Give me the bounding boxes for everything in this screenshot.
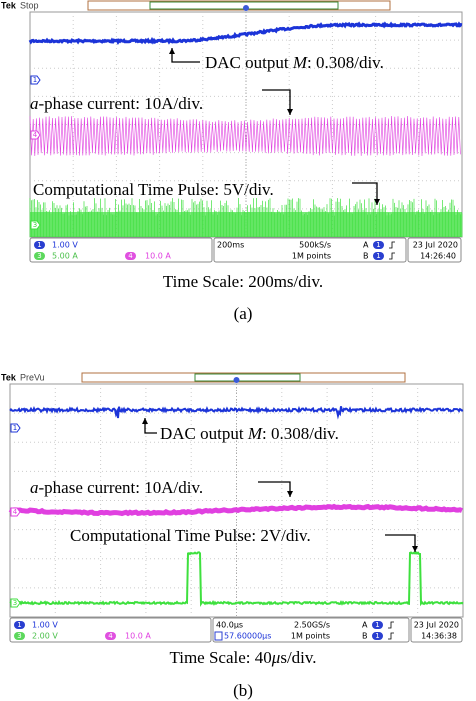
- panel-label: (b): [233, 681, 253, 700]
- channel-number: 1: [33, 76, 37, 84]
- timebase: 200ms: [217, 241, 244, 250]
- channel-pill-label: 4: [128, 252, 133, 260]
- channel-pill-label: 3: [17, 632, 21, 640]
- text-part: -phase current: 10A/div.: [39, 478, 204, 497]
- channel-pill-label: 1: [376, 241, 380, 249]
- caption: Time Scale: 200ms/div.: [163, 272, 323, 291]
- channel-pill-label: 1: [375, 632, 379, 640]
- channel-scale: 5.00 A: [52, 252, 78, 261]
- channel-scale: 1.00 V: [32, 621, 58, 630]
- panel-label: (a): [234, 304, 253, 323]
- text-part: a: [30, 478, 39, 497]
- scope-state: Stop: [20, 0, 39, 10]
- brand: Tek: [1, 372, 17, 382]
- channel-scale: 2.00 V: [32, 632, 58, 641]
- channel-pill-label: 1: [375, 621, 379, 629]
- trigger-marker: [243, 5, 249, 11]
- channel-number: 1: [13, 424, 17, 432]
- channel-scale: 10.0 A: [125, 632, 151, 641]
- channel-scale: 1.00 V: [52, 241, 78, 250]
- date: 23 Jul 2020: [414, 621, 459, 630]
- text-part: DAC output: [205, 53, 293, 72]
- channel-number: 4: [33, 131, 38, 139]
- annotation: a-phase current: 10A/div.: [30, 478, 203, 497]
- channel-pill-label: 4: [108, 632, 113, 640]
- delay: 57.60000μs: [224, 632, 271, 641]
- time: 14:36:38: [421, 632, 457, 641]
- text-part: : 0.308/div.: [262, 424, 339, 443]
- annotation: a-phase current: 10A/div.: [30, 94, 203, 113]
- channel-number: 3: [13, 599, 17, 607]
- text-part: Time Scale: 200ms/div.: [163, 272, 323, 291]
- trigger-marker: [234, 377, 240, 383]
- channel-pill-label: 1: [37, 241, 41, 249]
- record-length: 1M points: [292, 252, 331, 261]
- text-part: Time Scale: 40: [169, 648, 271, 667]
- date: 23 Jul 2020: [413, 241, 458, 250]
- text-part: M: [292, 53, 308, 72]
- text-part: : 0.308/div.: [307, 53, 384, 72]
- record-window: [195, 374, 300, 381]
- channel-number: 3: [33, 221, 37, 229]
- scope-state: PreVu: [20, 372, 45, 382]
- channel-scale: 10.0 A: [145, 252, 171, 261]
- time: 14:26:40: [420, 252, 456, 261]
- annotation: Computational Time Pulse: 2V/div.: [70, 526, 311, 545]
- sample-rate: 2.50GS/s: [294, 621, 330, 630]
- text-part: a: [30, 94, 39, 113]
- figure: TekStop143DAC output M: 0.308/div.a-phas…: [0, 0, 476, 701]
- text-part: Computational Time Pulse: 5V/div.: [33, 180, 274, 199]
- channel-pill-label: 3: [37, 252, 41, 260]
- text-part: DAC output: [160, 424, 248, 443]
- text-part: Computational Time Pulse: 2V/div.: [70, 526, 311, 545]
- annotation: DAC output M: 0.308/div.: [205, 53, 384, 72]
- channel-pill-label: 1: [17, 621, 21, 629]
- brand: Tek: [1, 0, 17, 10]
- channel-pill-label: 1: [376, 252, 380, 260]
- sample-rate: 500kS/s: [299, 241, 331, 250]
- text-part: -phase current: 10A/div.: [39, 94, 204, 113]
- annotation: Computational Time Pulse: 5V/div.: [33, 180, 274, 199]
- channel-number: 4: [13, 508, 18, 516]
- text-part: μ: [271, 648, 281, 667]
- timebase: 40.0μs: [216, 621, 243, 630]
- annotation: DAC output M: 0.308/div.: [160, 424, 339, 443]
- trigger-label: A: [363, 241, 369, 250]
- text-part: M: [247, 424, 263, 443]
- trigger-label: A: [362, 621, 368, 630]
- trigger-label: B: [363, 252, 369, 261]
- trigger-label: B: [362, 632, 368, 641]
- caption: Time Scale: 40μs/div.: [169, 648, 316, 667]
- text-part: s/div.: [280, 648, 316, 667]
- page: {"panel_a": { "header": {"brand": "Tek",…: [0, 0, 476, 701]
- record-length: 1M points: [291, 632, 330, 641]
